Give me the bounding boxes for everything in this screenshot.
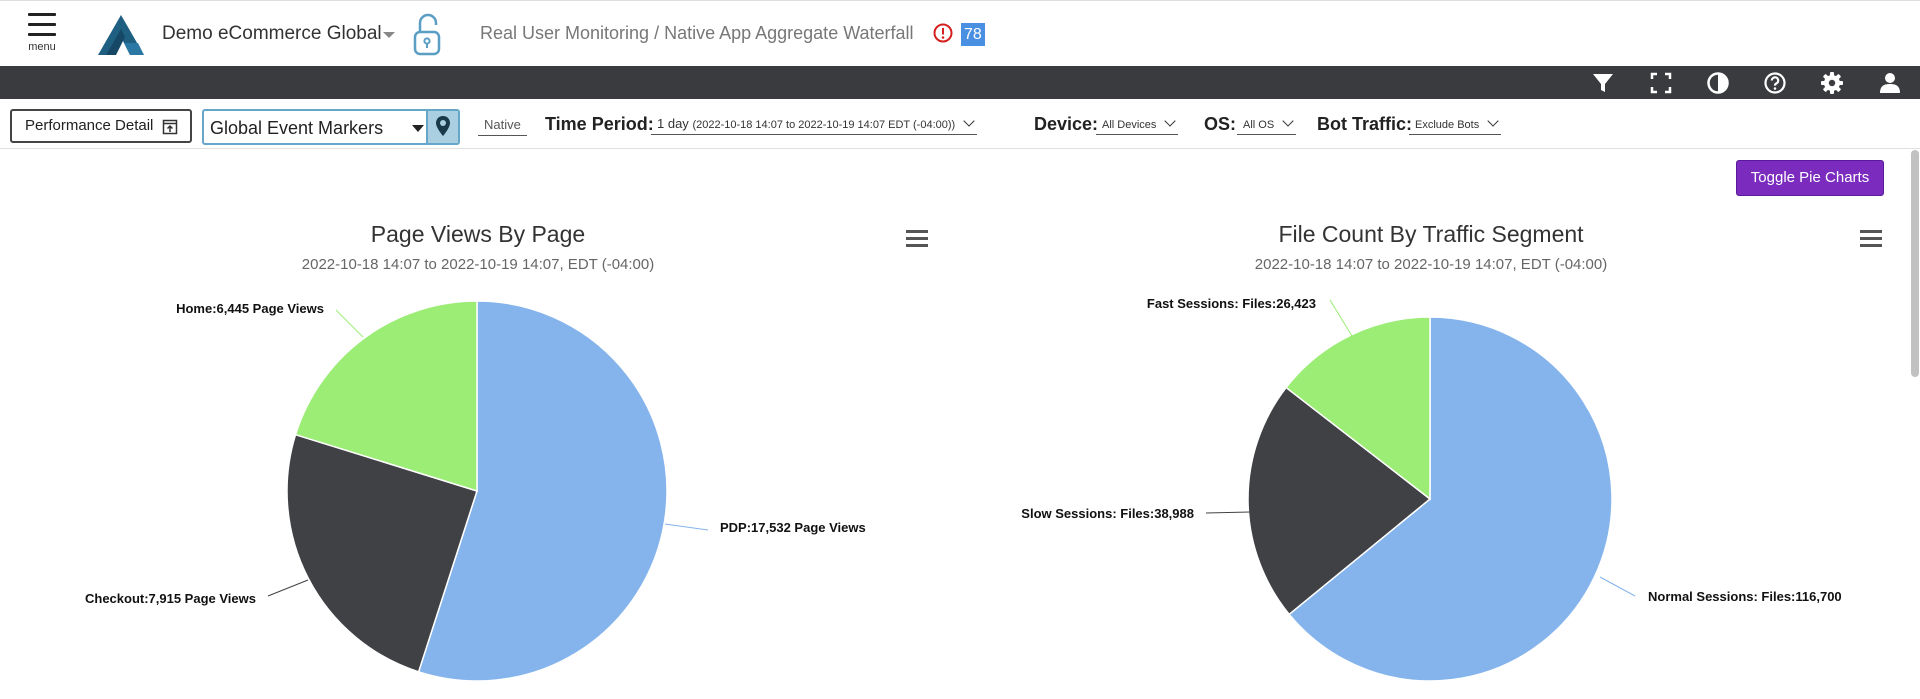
- settings-icon[interactable]: [1820, 71, 1844, 95]
- app-header: menu Demo eCommerce Global Real User Mon…: [0, 0, 1920, 66]
- pie-connector-line: [1599, 576, 1636, 597]
- pie-connector-line: [1205, 511, 1251, 514]
- menu-label: menu: [28, 41, 56, 53]
- filter-bar: Performance Detail Global Event Markers …: [0, 99, 1920, 149]
- main-content: Toggle Pie Charts Page Views By Page 202…: [0, 150, 1920, 699]
- os-value: All OS: [1243, 119, 1275, 131]
- chevron-down-icon: [1487, 115, 1499, 127]
- chart-title: File Count By Traffic Segment: [1278, 221, 1584, 247]
- app-switcher-caret-icon[interactable]: [383, 32, 395, 38]
- contrast-icon[interactable]: [1706, 71, 1730, 95]
- time-period-range: (2022-10-18 14:07 to 2022-10-19 14:07 ED…: [692, 119, 956, 131]
- fullscreen-icon[interactable]: [1649, 71, 1673, 95]
- performance-detail-button[interactable]: Performance Detail: [10, 109, 192, 143]
- os-select[interactable]: All OS: [1237, 115, 1296, 135]
- pie-slice-fast-sessions[interactable]: [1285, 316, 1431, 501]
- user-icon[interactable]: [1878, 71, 1902, 95]
- chart-subtitle: 2022-10-18 14:07 to 2022-10-19 14:07, ED…: [301, 256, 655, 273]
- toggle-pie-charts-button[interactable]: Toggle Pie Charts: [1736, 160, 1884, 196]
- time-period-label: Time Period:: [545, 114, 654, 134]
- menu-button[interactable]: menu: [26, 13, 58, 53]
- pie-data-label: Home:6,445 Page Views: [176, 301, 324, 316]
- chevron-down-icon[interactable]: [412, 125, 424, 132]
- pie-charts-canvas: PDP:17,532 Page Views Checkout:7,915 Page…: [85, 296, 1842, 682]
- breadcrumb: Real User Monitoring / Native App Aggreg…: [480, 23, 914, 43]
- alert-icon[interactable]: [933, 23, 953, 48]
- top-toolbar: [0, 66, 1920, 99]
- map-pin-icon: [436, 116, 450, 136]
- scrollbar-thumb[interactable]: [1911, 150, 1919, 377]
- app-name[interactable]: Demo eCommerce Global: [162, 23, 382, 44]
- performance-detail-label: Performance Detail: [25, 117, 154, 134]
- pie-data-label: Checkout:7,915 Page Views: [85, 591, 256, 606]
- event-markers-value: Global Event Markers: [210, 118, 384, 138]
- pie-data-label: PDP:17,532 Page Views: [720, 520, 866, 535]
- chart-menu-icon[interactable]: [906, 230, 928, 251]
- pie-slice-home[interactable]: [294, 300, 478, 493]
- bot-traffic-value: Exclude Bots: [1415, 119, 1480, 131]
- pie-slice-checkout[interactable]: [286, 433, 478, 673]
- device-select[interactable]: All Devices: [1096, 115, 1179, 135]
- filter-icon[interactable]: [1591, 71, 1615, 95]
- pie-slice-slow-sessions[interactable]: [1247, 386, 1432, 616]
- chart-subtitle: 2022-10-18 14:07 to 2022-10-19 14:07, ED…: [1254, 256, 1608, 273]
- help-icon[interactable]: [1763, 71, 1787, 95]
- chevron-down-icon: [963, 115, 975, 127]
- pie-connector-line: [1329, 299, 1353, 337]
- pie-data-label: Normal Sessions: Files:116,700: [1648, 589, 1842, 604]
- pie-connector-line: [335, 309, 364, 338]
- bot-traffic-select[interactable]: Exclude Bots: [1409, 115, 1501, 135]
- event-markers-select[interactable]: Global Event Markers: [202, 109, 460, 145]
- native-select[interactable]: Native: [478, 117, 527, 136]
- pie-slice-pdp[interactable]: [417, 300, 668, 682]
- upload-icon: [162, 119, 178, 135]
- time-period-select[interactable]: 1 day (2022-10-18 14:07 to 2022-10-19 14…: [651, 115, 977, 135]
- pie-data-label: Fast Sessions: Files:26,423: [1147, 296, 1316, 311]
- pie-connector-line: [267, 579, 309, 597]
- map-pin-button[interactable]: [426, 111, 458, 143]
- chevron-down-icon: [1282, 115, 1294, 127]
- alert-count-badge[interactable]: 78: [961, 23, 985, 46]
- os-label: OS:: [1204, 114, 1237, 134]
- pie-slice-normal-sessions[interactable]: [1288, 316, 1613, 682]
- chart-menu-icon[interactable]: [1860, 230, 1882, 251]
- unlocked-icon[interactable]: [412, 12, 442, 61]
- bot-traffic-label: Bot Traffic:: [1317, 114, 1413, 134]
- device-label: Device:: [1034, 114, 1099, 134]
- pie-data-label: Slow Sessions: Files:38,988: [1021, 506, 1194, 521]
- time-period-value: 1 day: [657, 116, 689, 131]
- chevron-down-icon: [1164, 115, 1176, 127]
- device-value: All Devices: [1102, 119, 1157, 131]
- pie-connector-line: [664, 523, 709, 531]
- chart-title: Page Views By Page: [370, 221, 586, 247]
- app-logo-icon[interactable]: [98, 15, 144, 60]
